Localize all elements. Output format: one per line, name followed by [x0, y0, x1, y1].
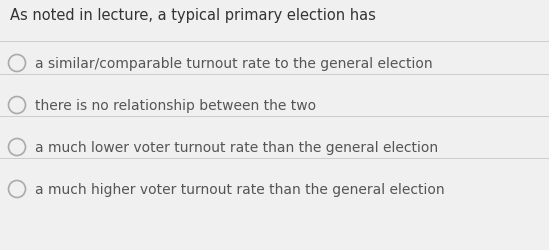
Text: a much lower voter turnout rate than the general election: a much lower voter turnout rate than the…: [35, 140, 438, 154]
Text: a similar/comparable turnout rate to the general election: a similar/comparable turnout rate to the…: [35, 57, 433, 71]
Text: As noted in lecture, a typical primary election has: As noted in lecture, a typical primary e…: [10, 8, 376, 23]
Text: a much higher voter turnout rate than the general election: a much higher voter turnout rate than th…: [35, 182, 445, 196]
Text: there is no relationship between the two: there is no relationship between the two: [35, 98, 316, 112]
